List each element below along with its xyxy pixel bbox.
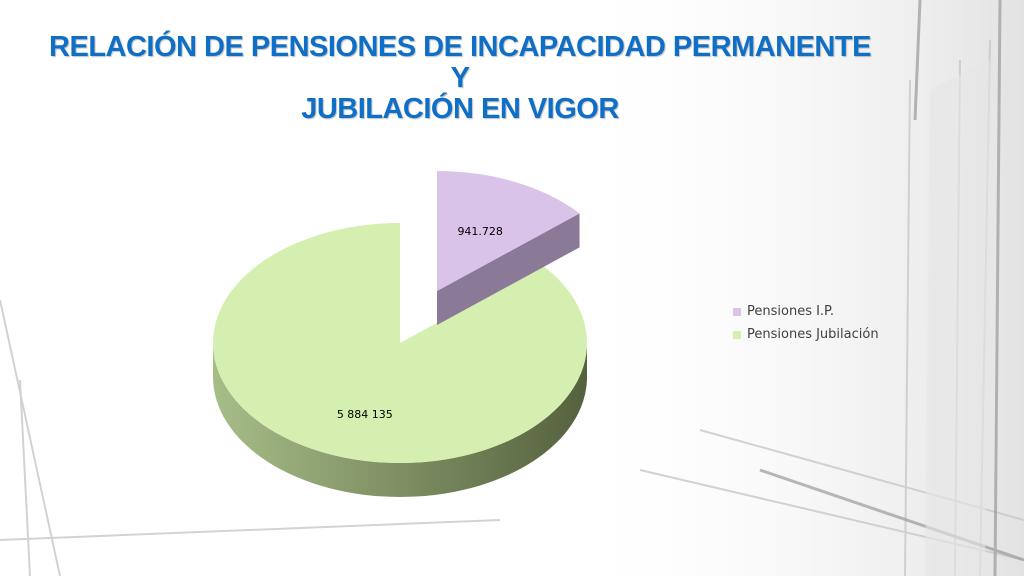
slice-pensiones-jubilacion-top xyxy=(213,223,587,464)
page-title: RELACIÓN DE PENSIONES DE INCAPACIDAD PER… xyxy=(40,32,880,125)
data-label-ip: 941.728 xyxy=(457,225,503,238)
slice-pensiones-ip-cut-face xyxy=(437,213,580,325)
legend-item-ip: Pensiones I.P. xyxy=(733,300,879,323)
legend-label-ip: Pensiones I.P. xyxy=(747,304,835,319)
legend-item-jubilacion: Pensiones Jubilación xyxy=(733,323,879,346)
legend-label-jubilacion: Pensiones Jubilación xyxy=(747,327,879,342)
data-label-jubilacion: 5 884 135 xyxy=(337,408,393,421)
slice-pensiones-jubilacion-side xyxy=(213,343,587,497)
slice-pensiones-jubilacion xyxy=(213,223,587,497)
title-line-1: RELACIÓN DE PENSIONES DE INCAPACIDAD PER… xyxy=(49,31,871,94)
slice-pensiones-ip-top xyxy=(437,171,580,291)
title-line-2: JUBILACIÓN EN VIGOR xyxy=(301,93,619,125)
chart-legend: Pensiones I.P. Pensiones Jubilación xyxy=(733,300,879,346)
legend-swatch-ip xyxy=(733,307,741,316)
legend-swatch-jubilacion xyxy=(733,330,741,339)
slice-pensiones-ip xyxy=(437,171,580,325)
